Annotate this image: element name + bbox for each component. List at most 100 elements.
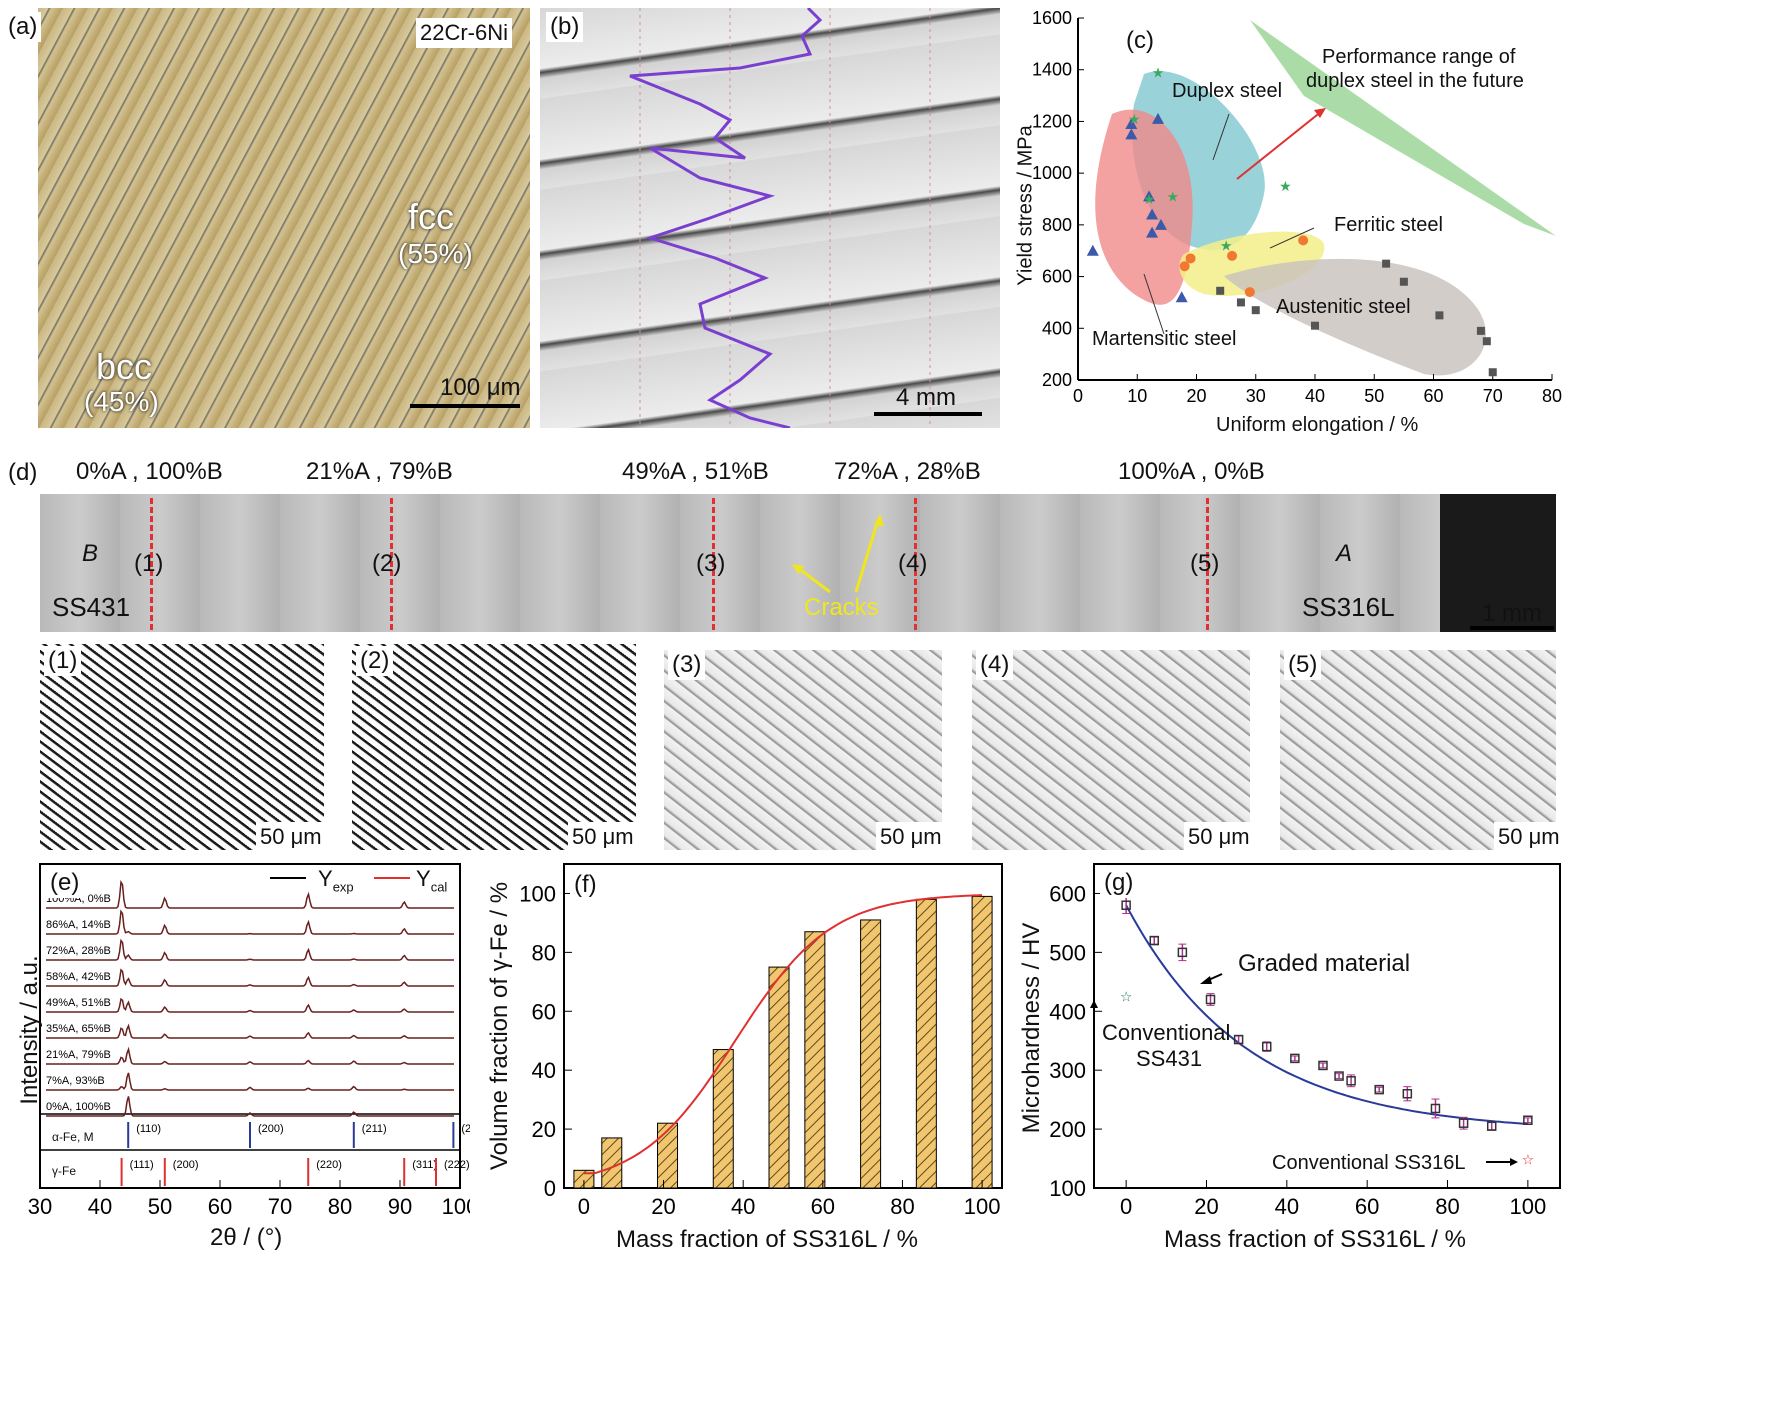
sem-4-label: (4) [976,650,1014,680]
fcc-label: fcc [408,196,455,237]
g-point [1290,1053,1300,1064]
e-trace-label: 58%A, 42%B [46,971,111,983]
scale-bar-b [874,412,982,416]
e-bcc-hkl: (110) [136,1123,161,1135]
e-trace [46,997,454,1013]
e-trace [46,1023,454,1039]
future-arrow [1236,110,1323,180]
right-alloy: SS316L [1302,592,1395,622]
e-x-tick-label: 100 [442,1194,470,1219]
scale-bar-a-label: 100 μm [440,374,521,401]
g-point [1402,1088,1413,1099]
c-x-tick-label: 50 [1364,386,1384,406]
c-point-triangle [1146,208,1159,220]
f-x-tick-label: 80 [890,1194,914,1219]
e-trace [46,1046,454,1065]
f-bar [915,898,937,1189]
g-point [1149,935,1160,946]
c-point-square [1399,277,1408,286]
e-trace [46,968,454,987]
e-fcc-hkl: (200) [173,1159,199,1171]
future-label-1: Performance range of [1322,46,1516,68]
g-x-tick-label: 80 [1435,1194,1459,1219]
bcc-pct: (45%) [84,386,159,417]
future-label-2: duplex steel in the future [1306,70,1524,92]
e-trace-label: 21%A, 79%B [46,1049,111,1061]
c-point-triangle [1151,112,1164,124]
c-y-tick-label: 200 [1042,370,1072,390]
g-y-tick-label: 500 [1049,940,1086,965]
graded-strip [40,494,1556,632]
sem-1-label: (1) [44,646,82,676]
c-x-tick-label: 0 [1073,386,1083,406]
strip-scale-label: 1 mm [1482,600,1542,627]
ferritic-label: Ferritic steel [1334,214,1443,236]
e-trace-label: 35%A, 65%B [46,1023,111,1035]
marker-3: (3) [696,550,726,577]
panel-g-xlabel: Mass fraction of SS316L / % [1164,1226,1466,1253]
austenitic-region [1224,258,1486,376]
f-y-tick-label: 80 [532,940,556,965]
marker-line-5 [1206,498,1209,630]
comp-2: 21%A , 79%B [306,458,453,485]
e-trace [46,938,454,961]
marker-4: (4) [898,550,928,577]
g-point [1486,1121,1497,1131]
e-fcc-hkl: (220) [316,1159,342,1171]
marker-line-2 [390,498,393,630]
g-point [1346,1076,1356,1086]
g-point [1233,1034,1244,1045]
c-x-tick-label: 40 [1305,386,1325,406]
e-trace-label: 86%A, 14%B [46,919,111,931]
f-bar [768,966,790,1189]
c-x-tick-label: 70 [1483,386,1503,406]
c-x-tick-label: 80 [1542,386,1562,406]
comp-3: 49%A , 51%B [622,458,769,485]
sem-1 [40,644,324,850]
panel-f-ylabel: Volume fraction of γ-Fe / % [486,881,513,1171]
conv431-label-1: Conventional [1102,1020,1231,1045]
f-y-tick-label: 0 [544,1176,556,1201]
strip-end-dark [1440,494,1556,632]
f-bar [712,1049,734,1189]
scale-bar-a [410,404,520,408]
g-x-tick-label: 60 [1355,1194,1379,1219]
f-x-tick-label: 100 [964,1194,1001,1219]
c-point-circle [1244,287,1255,298]
c-point-square [1236,298,1245,307]
e-bcc-hkl: (211) [362,1123,387,1135]
c-point-triangle [1125,118,1138,130]
f-y-tick-label: 20 [532,1117,556,1142]
f-bar [804,931,826,1189]
crack-arrows [792,514,884,594]
e-x-tick-label: 30 [28,1194,52,1219]
panel-c-ylabel: Yield stress / MPa [1014,125,1037,286]
f-bar [657,1122,679,1189]
e-trace [46,1096,454,1117]
panel-a-micrograph [38,8,530,428]
panel-f-label: (f) [570,870,601,900]
g-point [1261,1041,1272,1052]
f-x-tick-label: 60 [811,1194,835,1219]
c-point-star: ★ [1128,111,1141,127]
cracks-label: Cracks [804,594,879,621]
e-x-tick-label: 60 [208,1194,232,1219]
f-y-tick-label: 60 [532,999,556,1024]
panel-c-label: (c) [1122,26,1158,56]
e-x-tick-label: 50 [148,1194,172,1219]
c-point-star: ★ [1143,191,1156,207]
g-x-tick-label: 20 [1194,1194,1218,1219]
e-x-tick-label: 80 [328,1194,352,1219]
panel-a-label: (a) [4,12,42,42]
panel-e-chart: 100%A, 0%B86%A, 14%B72%A, 28%B58%A, 42%B… [28,863,470,1219]
sem-4-scale: 50 μm [1184,822,1254,852]
f-x-tick-label: 0 [578,1194,590,1219]
conv316-label: Conventional SS316L [1272,1152,1466,1174]
c-point-square [1311,321,1319,330]
panel-b-micrograph [540,8,1000,428]
e-trace [46,909,454,935]
g-point [1430,1103,1441,1114]
c-point-triangle [1086,244,1099,256]
c-point-square [1488,368,1497,377]
panel-g-chart: ☆ ☆ 0 20 40 60 80 100 100 200 300 400 500 600 [1049,863,1561,1219]
